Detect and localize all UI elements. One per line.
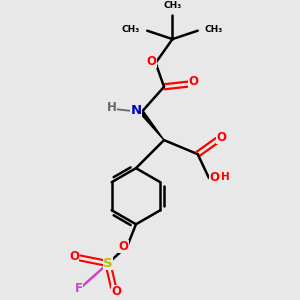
Text: O: O <box>217 131 226 144</box>
Text: O: O <box>146 55 156 68</box>
Text: S: S <box>103 257 113 270</box>
Polygon shape <box>140 111 164 140</box>
Text: O: O <box>111 285 121 298</box>
Text: H: H <box>221 172 230 182</box>
Text: F: F <box>74 282 83 295</box>
Text: H: H <box>107 101 117 114</box>
Text: CH₃: CH₃ <box>163 1 182 10</box>
Text: CH₃: CH₃ <box>122 25 140 34</box>
Text: CH₃: CH₃ <box>205 25 223 34</box>
Text: O: O <box>69 250 79 263</box>
Text: O: O <box>118 240 128 253</box>
Text: N: N <box>130 104 142 117</box>
Text: O: O <box>209 172 220 184</box>
Text: O: O <box>188 75 199 88</box>
